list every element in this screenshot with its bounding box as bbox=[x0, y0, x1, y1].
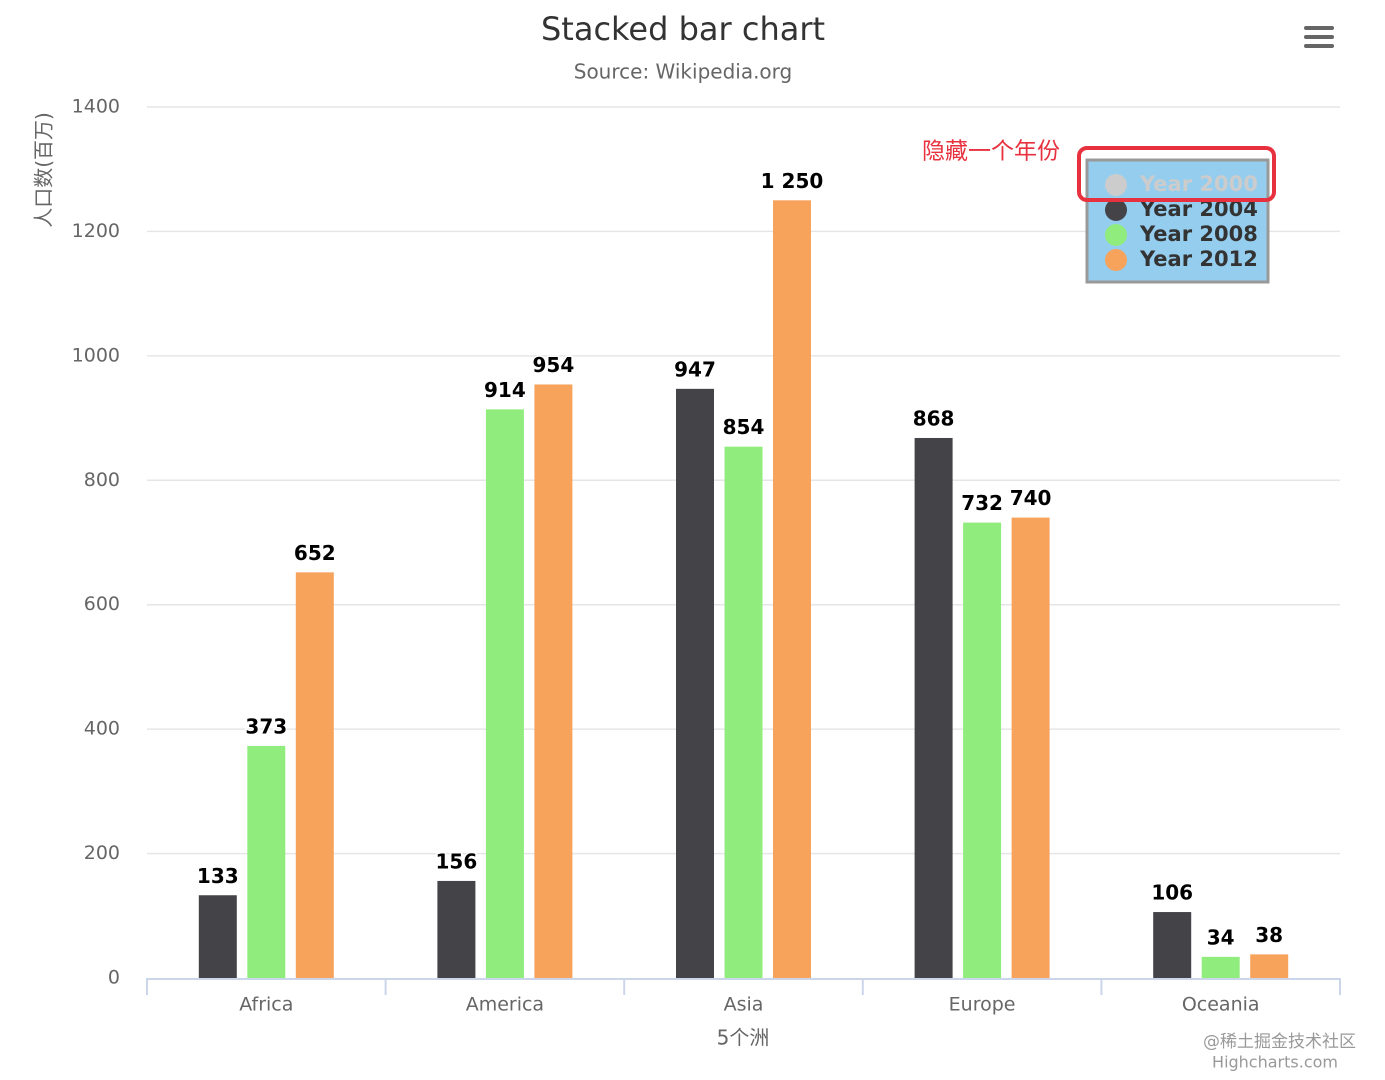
annotation: 隐藏一个年份 bbox=[922, 139, 1060, 165]
bar bbox=[1250, 954, 1289, 978]
y-tick-label: 1000 bbox=[72, 344, 120, 366]
y-tick-label: 1400 bbox=[72, 96, 120, 118]
legend-symbol bbox=[1105, 249, 1127, 271]
data-label: 156 bbox=[436, 849, 478, 873]
data-label: 854 bbox=[723, 415, 765, 439]
bar bbox=[1011, 517, 1050, 978]
x-tick-label: Europe bbox=[949, 994, 1016, 1016]
y-tick-label: 0 bbox=[108, 967, 120, 989]
legend-label: Year 2000 bbox=[1139, 172, 1258, 196]
x-tick-label: America bbox=[466, 994, 544, 1016]
legend-label: Year 2008 bbox=[1139, 222, 1258, 246]
data-label: 868 bbox=[913, 406, 955, 430]
chart-title: Stacked bar chart bbox=[541, 10, 825, 48]
bar bbox=[773, 200, 811, 979]
data-label: 954 bbox=[533, 353, 575, 377]
bar bbox=[963, 522, 1002, 978]
menu-bar bbox=[1304, 44, 1334, 48]
data-label: 38 bbox=[1255, 923, 1283, 947]
legend-symbol bbox=[1105, 174, 1127, 196]
data-label: 740 bbox=[1010, 486, 1052, 510]
menu-bar bbox=[1304, 35, 1334, 39]
legend-symbol bbox=[1105, 199, 1127, 221]
data-label: 373 bbox=[245, 714, 287, 738]
y-tick-label: 800 bbox=[84, 469, 120, 491]
x-tick-label: Oceania bbox=[1182, 994, 1260, 1016]
bar bbox=[485, 409, 524, 978]
bar bbox=[295, 572, 334, 978]
bar bbox=[534, 384, 573, 978]
data-label: 732 bbox=[961, 491, 1003, 515]
bar bbox=[676, 388, 714, 979]
x-tick-label: Asia bbox=[724, 994, 764, 1016]
legend-item[interactable]: Year 2000 bbox=[1105, 172, 1258, 196]
annotation-highlight bbox=[1077, 146, 1276, 202]
menu-button[interactable] bbox=[1304, 26, 1334, 48]
chart-subtitle: Source: Wikipedia.org bbox=[574, 60, 793, 84]
data-label: 106 bbox=[1151, 881, 1193, 905]
bar bbox=[724, 446, 763, 978]
y-axis-title: 人口数(百万) bbox=[32, 112, 56, 228]
data-label: 133 bbox=[197, 864, 239, 888]
data-label: 34 bbox=[1207, 925, 1235, 949]
legend-item[interactable]: Year 2012 bbox=[1105, 247, 1258, 271]
bar bbox=[437, 880, 476, 978]
data-label: 1 250 bbox=[761, 169, 824, 193]
bar bbox=[1201, 956, 1240, 978]
x-tick-label: Africa bbox=[239, 994, 293, 1016]
y-tick-label: 1200 bbox=[72, 220, 120, 242]
legend-item[interactable]: Year 2008 bbox=[1105, 222, 1258, 246]
legend-label: Year 2012 bbox=[1139, 247, 1258, 271]
watermark: @稀土掘金技术社区 bbox=[1203, 1032, 1356, 1052]
legend-symbol bbox=[1105, 224, 1127, 246]
data-label: 914 bbox=[484, 378, 526, 402]
menu-bar bbox=[1304, 26, 1334, 30]
data-label: 652 bbox=[294, 541, 336, 565]
credits[interactable]: Highcharts.com bbox=[1212, 1053, 1338, 1072]
y-tick-label: 400 bbox=[84, 718, 120, 740]
y-tick-label: 200 bbox=[84, 842, 120, 864]
bar bbox=[198, 895, 237, 978]
y-tick-label: 600 bbox=[84, 593, 120, 615]
x-axis-title: 5个洲 bbox=[717, 1026, 770, 1050]
bar bbox=[914, 437, 953, 979]
bar bbox=[247, 745, 286, 978]
bar bbox=[1153, 912, 1192, 978]
data-label: 947 bbox=[674, 357, 716, 381]
